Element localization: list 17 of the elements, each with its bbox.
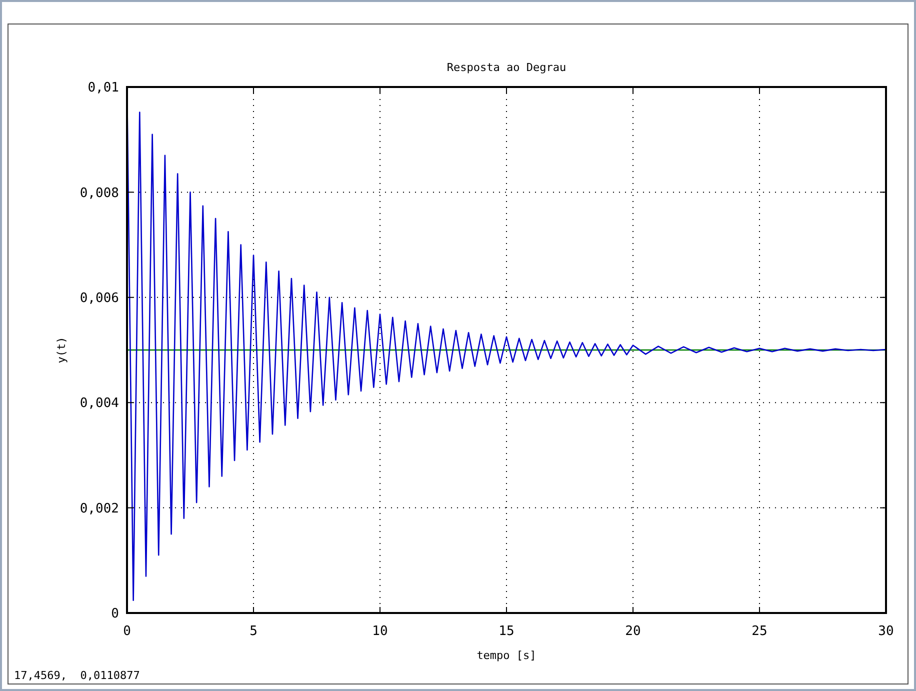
x-tick-label: 15 [498, 624, 514, 639]
y-axis-title: y(t) [55, 336, 68, 364]
x-tick-label: 25 [752, 624, 768, 639]
chart-title: Resposta ao Degrau [446, 61, 566, 74]
x-tick-label: 20 [625, 624, 641, 639]
x-axis-title: tempo [s] [476, 649, 536, 662]
y-tick-label: 0,01 [88, 80, 119, 96]
x-tick-label: 10 [372, 624, 388, 639]
y-tick-label: 0 [111, 606, 119, 622]
x-tick-label: 5 [250, 624, 258, 639]
y-tick-label: 0,002 [80, 501, 119, 516]
y-tick-label: 0,004 [80, 396, 120, 412]
x-tick-label: 30 [878, 624, 894, 639]
x-tick-label: 0 [123, 624, 131, 639]
text: 17,4569, 0,0110877 [14, 669, 140, 682]
y-tick-label: 0,006 [80, 290, 119, 306]
y-tick-label: 0,008 [80, 186, 119, 201]
